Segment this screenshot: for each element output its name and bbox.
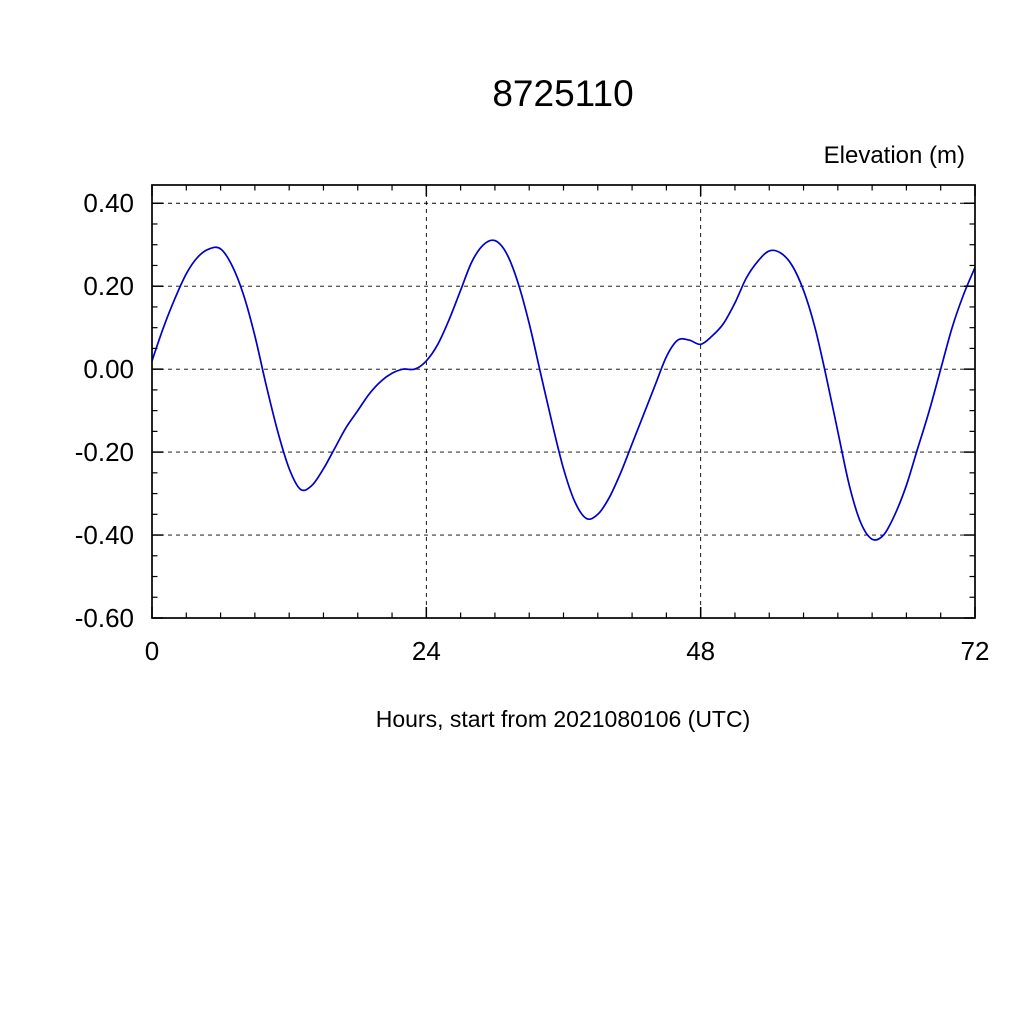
y-tick-label: -0.20 — [75, 437, 134, 467]
y-axis-label: Elevation (m) — [824, 142, 965, 169]
y-tick-label: -0.40 — [75, 520, 134, 550]
y-tick-label: -0.60 — [75, 603, 134, 633]
elevation-line — [151, 239, 976, 541]
plot-frame — [151, 184, 976, 619]
x-tick-label: 72 — [961, 636, 990, 666]
chart-title: 8725110 — [492, 73, 633, 114]
x-tick-label: 48 — [686, 636, 715, 666]
y-tick-label: 0.20 — [83, 271, 134, 301]
y-tick-label: 0.40 — [83, 188, 134, 218]
x-tick-label: 24 — [412, 636, 441, 666]
plot-area: 0 24 48 72 0.40 0.20 0.00 -0.20 -0.40 -0.60 — [75, 184, 990, 666]
x-tick-label: 0 — [145, 636, 159, 666]
y-tick-label: 0.00 — [83, 354, 134, 384]
x-axis-label: Hours, start from 2021080106 (UTC) — [376, 706, 751, 732]
